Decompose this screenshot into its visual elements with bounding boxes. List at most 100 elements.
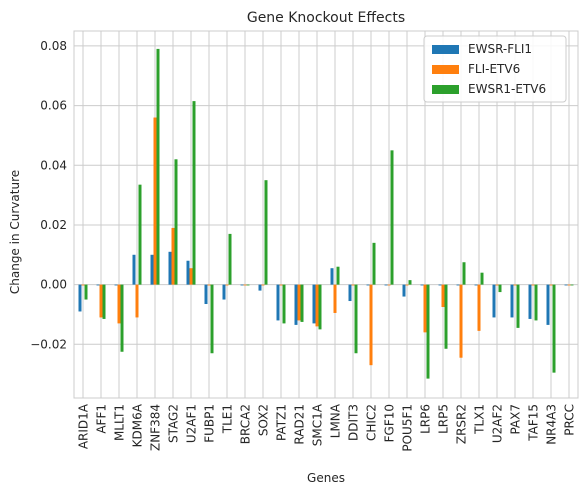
bar-ewsr1-etv6-smc1a xyxy=(318,284,322,330)
bar-ewsr1-etv6-brca2 xyxy=(246,284,250,286)
bar-ewsr-fli1-smc1a xyxy=(312,284,316,324)
bar-fli-etv6-tlx1 xyxy=(477,284,481,331)
bar-ewsr1-etv6-nr4a3 xyxy=(552,284,556,373)
bar-fli-etv6-rad21 xyxy=(297,284,301,321)
bar-fli-etv6-patz1 xyxy=(279,284,283,286)
x-tick-label: PATZ1 xyxy=(275,404,289,441)
bar-fli-etv6-arid1a xyxy=(81,284,85,286)
bar-fli-etv6-u2af1 xyxy=(189,268,193,285)
bar-fli-etv6-kdm6a xyxy=(135,284,139,318)
bar-ewsr1-etv6-chic2 xyxy=(372,242,376,285)
bar-ewsr-fli1-u2af2 xyxy=(492,284,496,318)
y-tick-label: 0.04 xyxy=(40,158,67,172)
x-tick-label: PAX7 xyxy=(509,404,523,435)
bar-ewsr1-etv6-arid1a xyxy=(84,284,88,300)
bar-ewsr-fli1-fgf10 xyxy=(384,284,388,286)
legend-label: EWSR1-ETV6 xyxy=(468,82,546,96)
y-ticks: −0.02 0.00 0.02 0.04 0.06 0.08 xyxy=(30,39,67,351)
bar-ewsr1-etv6-kdm6a xyxy=(138,184,142,285)
x-tick-label: BRCA2 xyxy=(239,404,253,444)
bar-ewsr-fli1-stag2 xyxy=(168,251,172,285)
y-tick-label: 0.06 xyxy=(40,99,67,113)
bar-ewsr-fli1-arid1a xyxy=(78,284,82,312)
bar-ewsr1-etv6-sox2 xyxy=(264,180,268,285)
legend-swatch xyxy=(432,65,459,74)
x-tick-label: U2AF2 xyxy=(491,404,505,443)
x-tick-label: RAD21 xyxy=(293,404,307,445)
bar-ewsr-fli1-pou5f1 xyxy=(402,284,406,297)
bar-fli-etv6-smc1a xyxy=(315,284,319,327)
bar-ewsr1-etv6-zrsr2 xyxy=(462,262,466,285)
bar-ewsr-fli1-tle1 xyxy=(222,284,226,300)
x-tick-label: PRCC xyxy=(563,404,577,436)
x-tick-label: MLLT1 xyxy=(113,404,127,441)
bar-ewsr-fli1-u2af1 xyxy=(186,260,190,285)
bar-ewsr1-etv6-prcc xyxy=(570,284,574,286)
bar-ewsr-fli1-fubp1 xyxy=(204,284,208,305)
y-tick-label: 0.00 xyxy=(40,278,67,292)
x-tick-label: FGF10 xyxy=(383,404,397,442)
x-tick-label: ZRSR2 xyxy=(455,404,469,444)
bar-fli-etv6-taf15 xyxy=(531,284,535,286)
bar-fli-etv6-lmna xyxy=(333,284,337,313)
bar-ewsr1-etv6-tle1 xyxy=(228,233,232,285)
bar-ewsr1-etv6-znf384 xyxy=(156,48,160,285)
y-tick-label: −0.02 xyxy=(30,337,67,351)
x-tick-label: TLX1 xyxy=(473,404,487,435)
bar-ewsr-fli1-sox2 xyxy=(258,284,262,291)
bar-ewsr-fli1-taf15 xyxy=(528,284,532,319)
bar-fli-etv6-ddit3 xyxy=(351,284,355,286)
bar-ewsr-fli1-lmna xyxy=(330,268,334,285)
x-tick-label: SMC1A xyxy=(311,403,325,446)
bar-ewsr-fli1-tlx1 xyxy=(474,284,478,286)
bar-ewsr-fli1-brca2 xyxy=(240,284,244,286)
bar-fli-etv6-znf384 xyxy=(153,117,157,285)
bar-fli-etv6-pax7 xyxy=(513,284,517,286)
bar-ewsr-fli1-nr4a3 xyxy=(546,284,550,325)
bar-ewsr1-etv6-tlx1 xyxy=(480,272,484,285)
bar-ewsr-fli1-prcc xyxy=(564,284,568,286)
bar-ewsr1-etv6-fubp1 xyxy=(210,284,214,354)
x-tick-label: FUBP1 xyxy=(203,404,217,443)
bar-fli-etv6-aff1 xyxy=(99,284,103,318)
legend-box xyxy=(423,35,567,103)
bar-ewsr1-etv6-rad21 xyxy=(300,284,304,322)
bar-ewsr-fli1-lrp5 xyxy=(438,284,442,286)
x-tick-label: NR4A3 xyxy=(545,404,559,445)
bar-ewsr-fli1-kdm6a xyxy=(132,254,136,285)
x-tick-label: STAG2 xyxy=(167,404,181,443)
bar-fli-etv6-chic2 xyxy=(369,284,373,366)
bar-ewsr1-etv6-lrp6 xyxy=(426,284,430,379)
bar-ewsr1-etv6-lmna xyxy=(336,266,340,285)
bar-fli-etv6-pou5f1 xyxy=(405,284,409,286)
bar-ewsr1-etv6-pax7 xyxy=(516,284,520,328)
bar-ewsr-fli1-ddit3 xyxy=(348,284,352,302)
legend-label: EWSR-FLI1 xyxy=(468,42,532,56)
bar-fli-etv6-lrp6 xyxy=(423,284,427,333)
bar-fli-etv6-tle1 xyxy=(225,284,229,286)
bar-ewsr-fli1-zrsr2 xyxy=(456,284,460,286)
legend-swatch xyxy=(432,85,459,94)
bar-ewsr-fli1-chic2 xyxy=(366,284,370,286)
x-tick-label: LMNA xyxy=(329,403,343,438)
bar-ewsr1-etv6-u2af2 xyxy=(498,284,502,293)
legend-label: FLI-ETV6 xyxy=(468,62,520,76)
bar-ewsr-fli1-mllt1 xyxy=(114,284,118,286)
bar-fli-etv6-zrsr2 xyxy=(459,284,463,358)
y-axis-label: Change in Curvature xyxy=(8,170,22,294)
bar-ewsr-fli1-rad21 xyxy=(294,284,298,325)
chart-title: Gene Knockout Effects xyxy=(247,10,405,26)
x-tick-label: ARID1A xyxy=(77,403,91,449)
bar-fli-etv6-fgf10 xyxy=(387,284,391,286)
bar-ewsr1-etv6-patz1 xyxy=(282,284,286,324)
bar-fli-etv6-fubp1 xyxy=(207,284,211,286)
x-tick-label: TAF15 xyxy=(527,404,541,442)
bar-fli-etv6-lrp5 xyxy=(441,284,445,307)
bar-fli-etv6-prcc xyxy=(567,284,571,286)
bar-fli-etv6-brca2 xyxy=(243,284,247,286)
bar-ewsr1-etv6-fgf10 xyxy=(390,150,394,285)
bar-ewsr1-etv6-pou5f1 xyxy=(408,280,412,285)
x-tick-label: DDIT3 xyxy=(347,404,361,441)
x-tick-label: POU5F1 xyxy=(401,404,415,452)
